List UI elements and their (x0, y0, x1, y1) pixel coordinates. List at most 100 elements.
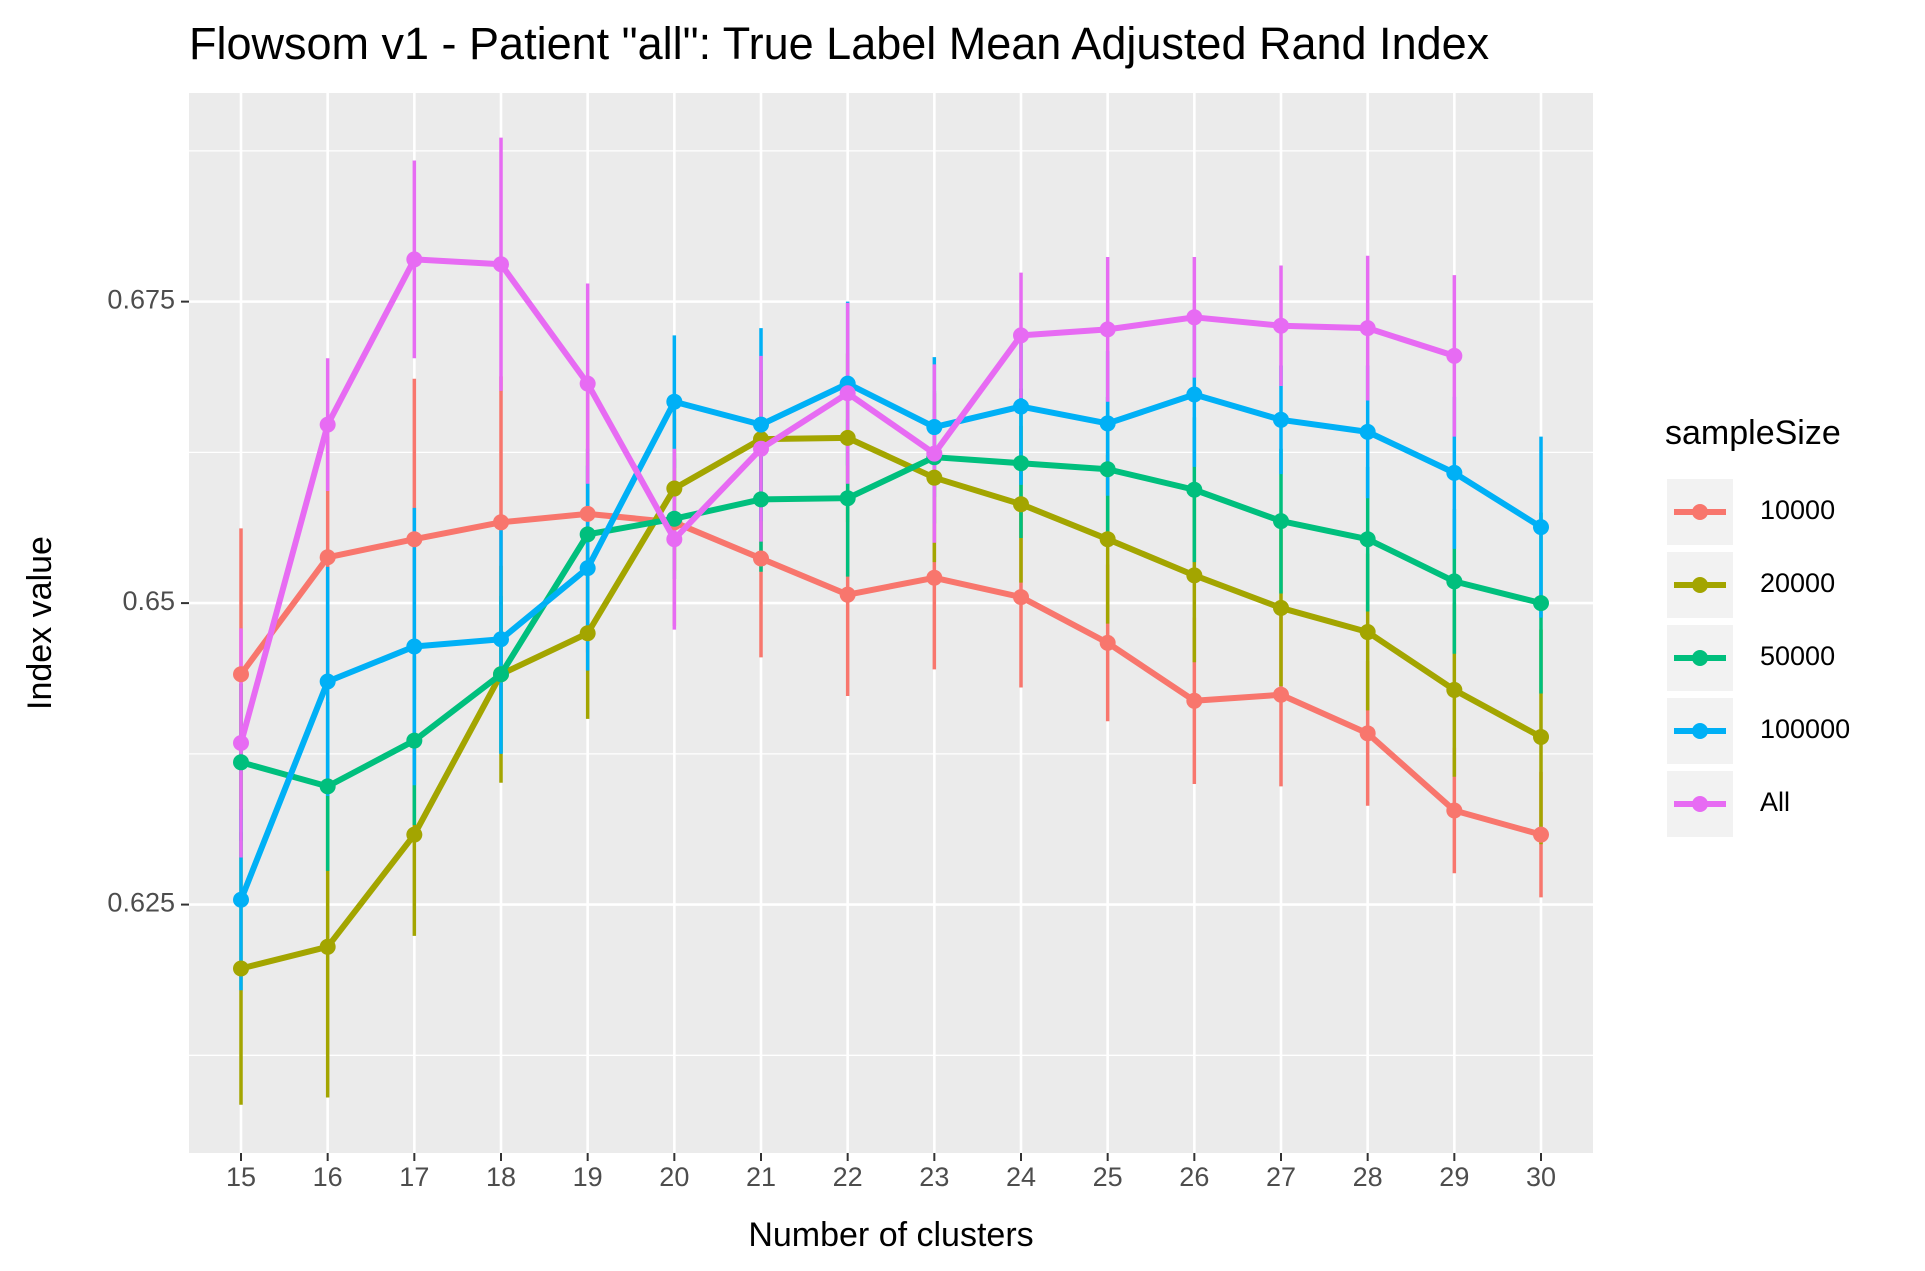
point (1099, 634, 1116, 651)
legend-title: sampleSize (1665, 414, 1841, 452)
y-tick-label: 0.65 (122, 586, 175, 616)
x-tick-label: 28 (1353, 1162, 1383, 1192)
y-axis-label: Index value (21, 536, 59, 710)
legend-point (1692, 796, 1708, 812)
x-tick-label: 26 (1179, 1162, 1209, 1192)
series-line (238, 380, 1543, 901)
point (233, 754, 249, 771)
legend-label: All (1760, 787, 1790, 817)
point (1446, 347, 1463, 364)
point (406, 826, 423, 843)
point (1359, 624, 1376, 641)
x-tick-label: 15 (226, 1162, 256, 1192)
legend-point (1692, 577, 1708, 593)
point (753, 440, 769, 457)
point (1013, 327, 1029, 344)
point (1013, 496, 1029, 513)
point (1273, 317, 1289, 334)
series-line (240, 454, 1542, 790)
plot-background (189, 93, 1593, 1153)
point (319, 938, 336, 955)
point (233, 666, 249, 683)
point (839, 385, 856, 402)
x-tick-label: 29 (1439, 1162, 1469, 1192)
point (1533, 826, 1549, 843)
y-tick-label: 0.675 (107, 285, 175, 315)
legend-point (1692, 650, 1708, 666)
x-tick-label: 17 (399, 1162, 429, 1192)
point (1099, 461, 1116, 478)
point (1359, 320, 1376, 337)
point (1533, 519, 1549, 536)
x-tick-label: 27 (1266, 1162, 1296, 1192)
point (493, 256, 509, 273)
point (1446, 681, 1463, 698)
point (579, 560, 596, 577)
point (839, 490, 856, 507)
point (926, 569, 943, 586)
point (1359, 725, 1376, 742)
point (233, 734, 249, 751)
x-tick-label: 22 (833, 1162, 863, 1192)
x-axis-label: Number of clusters (748, 1216, 1033, 1254)
legend-label: 50000 (1760, 641, 1835, 671)
point (926, 419, 943, 436)
point (493, 514, 509, 531)
point (926, 469, 943, 486)
point (753, 550, 769, 567)
point (1273, 411, 1289, 428)
point (1533, 728, 1549, 745)
point (1273, 686, 1289, 703)
point (926, 445, 943, 462)
point (1446, 464, 1463, 481)
point (406, 251, 423, 268)
point (1186, 386, 1203, 403)
x-tick-label: 18 (486, 1162, 516, 1192)
point (1533, 595, 1549, 612)
point (1099, 531, 1116, 548)
point (1099, 321, 1116, 338)
point (666, 531, 683, 548)
point (839, 429, 856, 446)
legend-point (1692, 504, 1708, 520)
point (1359, 423, 1376, 440)
x-tick-label: 21 (746, 1162, 776, 1192)
point (1013, 398, 1029, 415)
point (579, 375, 596, 392)
point (493, 666, 509, 683)
point (233, 891, 249, 908)
point (1186, 309, 1203, 326)
point (1186, 692, 1203, 709)
x-tick-label: 30 (1526, 1162, 1556, 1192)
x-tick-label: 23 (919, 1162, 949, 1192)
point (579, 505, 596, 522)
point (579, 625, 596, 642)
series-line (238, 510, 1542, 838)
point (319, 778, 336, 795)
point (839, 586, 856, 603)
point (406, 732, 423, 749)
x-tick-label: 20 (659, 1162, 689, 1192)
x-tick-label: 19 (573, 1162, 603, 1192)
legend-label: 100000 (1760, 714, 1850, 744)
point (1186, 481, 1203, 498)
point (493, 631, 509, 648)
point (319, 549, 336, 566)
point (406, 531, 423, 548)
point (1099, 415, 1116, 432)
point (666, 480, 683, 497)
x-tick-label: 24 (1006, 1162, 1036, 1192)
point (1446, 802, 1463, 819)
point (319, 673, 336, 690)
legend-point (1692, 723, 1708, 739)
point (1273, 513, 1289, 530)
point (753, 491, 769, 508)
legend-label: 10000 (1760, 495, 1835, 525)
y-tick-label: 0.625 (107, 888, 175, 918)
point (1273, 599, 1289, 616)
point (666, 510, 683, 527)
chart-title: Flowsom v1 - Patient "all": True Label M… (189, 18, 1490, 69)
x-tick-label: 25 (1093, 1162, 1123, 1192)
point (233, 960, 249, 977)
